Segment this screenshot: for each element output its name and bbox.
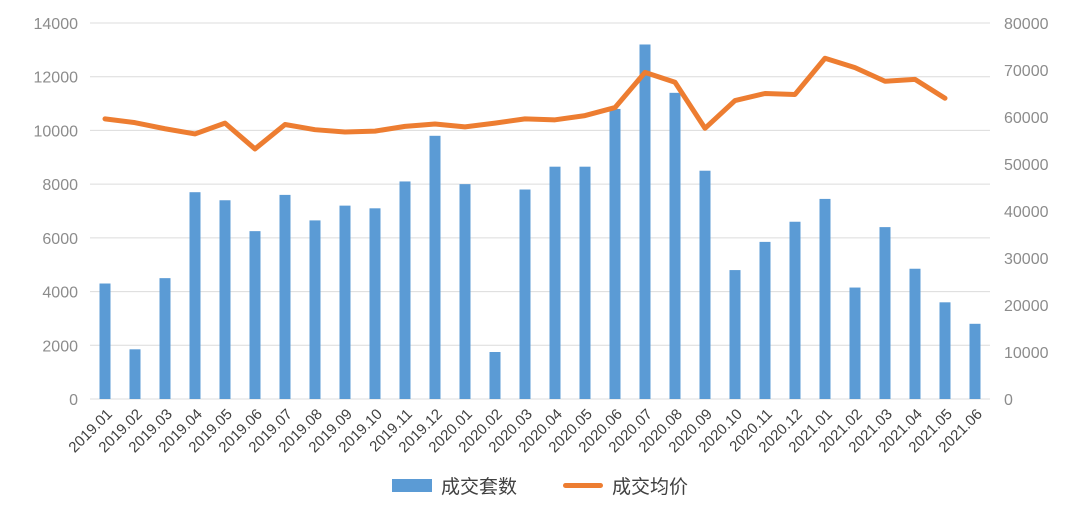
legend-item-price: 成交均价 — [563, 472, 688, 499]
y-axis-label-left: 8000 — [42, 177, 78, 194]
legend-label-price: 成交均价 — [612, 476, 689, 498]
y-axis-label-right: 10000 — [1004, 345, 1049, 362]
bar — [549, 166, 561, 399]
bar-swatch-icon — [391, 478, 432, 492]
bar — [759, 241, 771, 399]
bar — [969, 323, 981, 399]
bar — [489, 352, 501, 399]
bar — [99, 283, 111, 399]
bar — [399, 181, 411, 399]
price-line — [102, 55, 948, 152]
y-axis-label-right: 70000 — [1004, 63, 1049, 80]
y-axis-label-right: 60000 — [1004, 110, 1049, 127]
bar — [339, 205, 351, 399]
combo-chart: 0 2000 4000 6000 8000 10000 12000 14000 0 10000 20… — [34, 16, 1049, 456]
bar — [669, 92, 681, 399]
bar — [369, 208, 381, 399]
y-axis-label-right: 50000 — [1004, 157, 1049, 174]
bar — [519, 189, 531, 399]
y-axis-label-right: 40000 — [1004, 204, 1049, 221]
bar — [189, 192, 201, 399]
legend-item-units: 成交套数 — [391, 472, 517, 499]
legend-label-units: 成交套数 — [440, 476, 517, 498]
y-axis-label-left: 0 — [69, 392, 78, 409]
bar — [699, 170, 711, 399]
y-axis-label-right: 0 — [1004, 392, 1013, 409]
bar — [609, 108, 621, 399]
y-axis-label-right: 30000 — [1004, 251, 1049, 268]
bar — [159, 278, 171, 399]
bar — [849, 287, 861, 399]
bar — [819, 198, 831, 399]
line-swatch-icon — [563, 482, 603, 488]
y-axis-label-right: 80000 — [1004, 16, 1049, 33]
bar — [459, 184, 471, 399]
bar — [249, 231, 261, 399]
chart-legend: 成交套数 成交均价 — [0, 458, 1080, 512]
y-axis-label-left: 4000 — [42, 285, 78, 302]
y-axis-label-left: 14000 — [34, 16, 79, 33]
y-axis-label-left: 12000 — [34, 70, 79, 87]
bar — [219, 200, 231, 399]
bar — [939, 302, 951, 399]
bar — [579, 166, 591, 399]
y-axis-label-left: 6000 — [42, 231, 78, 248]
bar — [309, 220, 321, 399]
bar — [639, 44, 651, 399]
bar — [129, 349, 141, 399]
y-axis-label-left: 10000 — [34, 123, 79, 140]
y-axis-label-left: 2000 — [42, 338, 78, 355]
bar — [429, 135, 441, 400]
y-axis-label-right: 20000 — [1004, 298, 1049, 315]
bar — [789, 221, 801, 399]
bar — [729, 270, 741, 399]
bar — [279, 194, 291, 399]
bar — [879, 227, 891, 399]
bar — [909, 268, 921, 399]
